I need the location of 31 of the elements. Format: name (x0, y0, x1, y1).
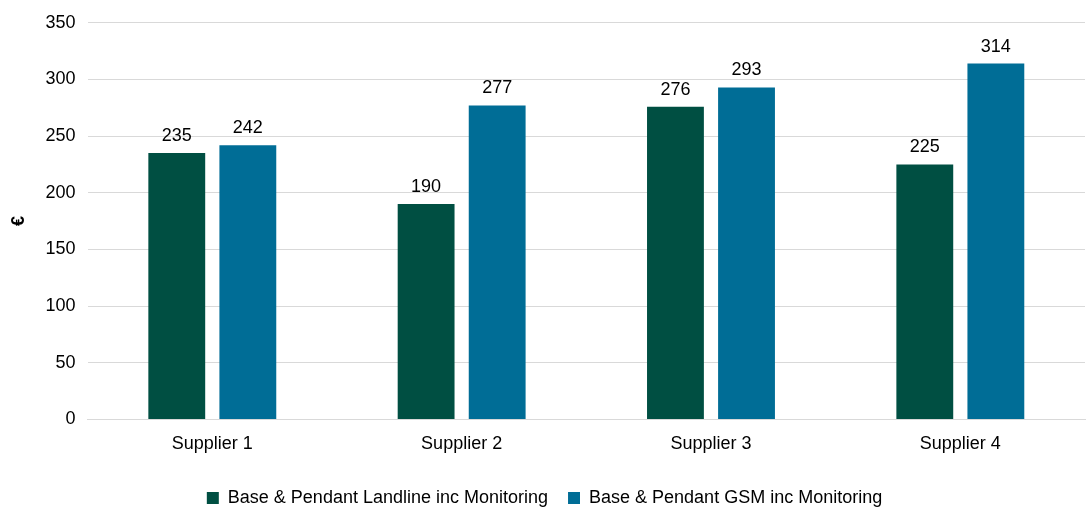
y-tick-label: 250 (45, 125, 76, 146)
data-label: 225 (909, 136, 940, 157)
data-label: 235 (161, 125, 192, 146)
y-tick-label: 300 (45, 68, 76, 89)
data-label: 314 (980, 35, 1011, 56)
y-tick-label: 50 (55, 351, 76, 372)
y-tick-label: 200 (45, 181, 76, 202)
bar (468, 105, 526, 419)
data-label: 276 (660, 78, 691, 99)
x-tick-label: Supplier 1 (171, 433, 253, 454)
legend-label: Base & Pendant GSM inc Monitoring (589, 486, 883, 507)
x-tick-label: Supplier 2 (421, 433, 503, 454)
bar (718, 87, 775, 419)
x-tick-label: Supplier 4 (919, 433, 1001, 454)
bar (647, 106, 704, 419)
y-tick-label: 100 (45, 295, 76, 316)
x-tick-label: Supplier 3 (670, 433, 752, 454)
bar (397, 204, 455, 419)
bar (896, 164, 954, 419)
y-tick-label: 350 (45, 11, 76, 32)
y-tick-label: 0 (65, 408, 76, 429)
legend-label: Base & Pendant Landline inc Monitoring (227, 486, 549, 507)
data-label: 277 (482, 77, 513, 98)
data-label: 190 (411, 176, 442, 197)
y-axis-title: € (7, 216, 28, 227)
y-tick-label: 150 (45, 238, 76, 259)
bar (148, 153, 206, 419)
bar (219, 145, 277, 419)
bar (967, 63, 1025, 419)
data-label: 242 (232, 117, 263, 138)
data-label: 293 (731, 59, 762, 80)
